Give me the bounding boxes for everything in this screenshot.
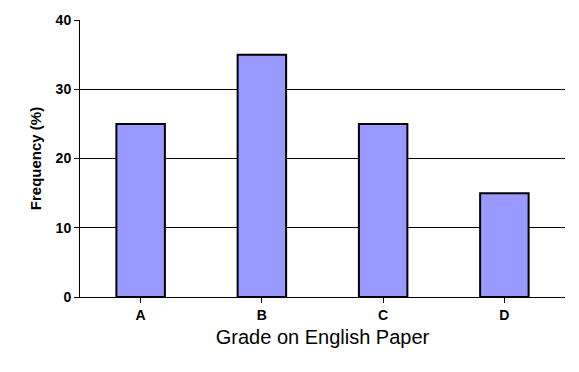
svg-text:20: 20 [56, 150, 72, 166]
svg-text:C: C [378, 307, 388, 323]
svg-text:Frequency (%): Frequency (%) [27, 107, 44, 210]
svg-text:10: 10 [56, 220, 72, 236]
svg-text:D: D [499, 307, 509, 323]
svg-text:A: A [136, 307, 146, 323]
svg-text:B: B [257, 307, 267, 323]
svg-text:30: 30 [56, 81, 72, 97]
svg-text:40: 40 [56, 12, 72, 28]
svg-text:0: 0 [63, 289, 71, 305]
svg-text:Grade on English Paper: Grade on English Paper [216, 326, 430, 348]
